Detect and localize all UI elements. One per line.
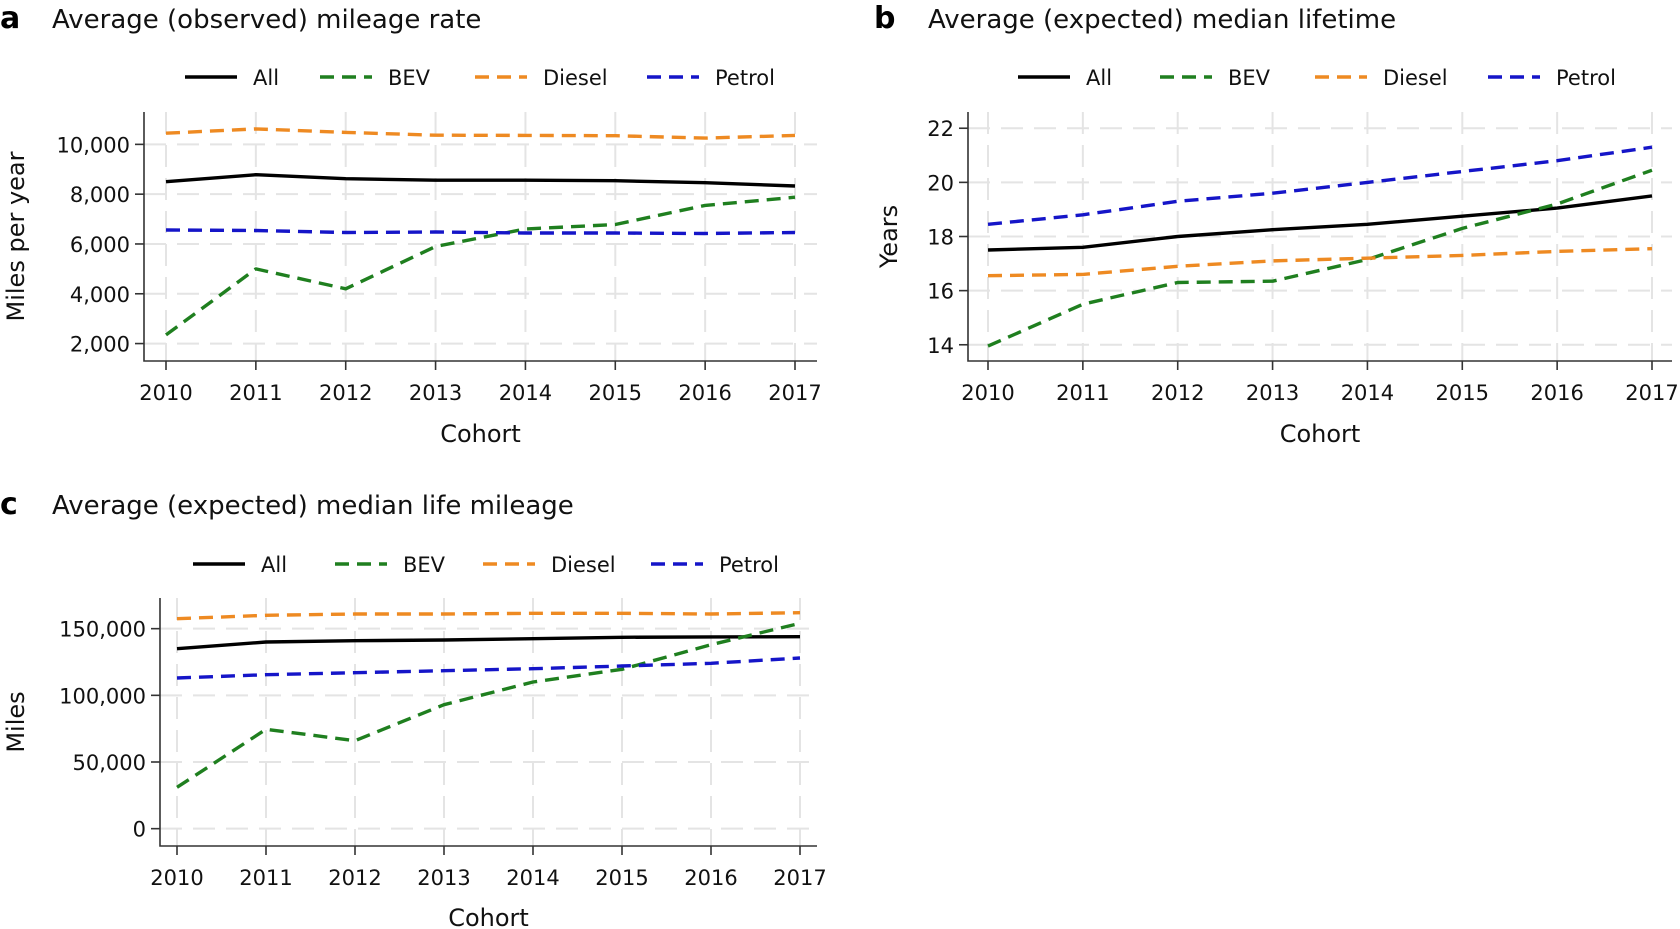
x-tick-label: 2015 <box>589 381 642 405</box>
y-tick-label: 0 <box>133 818 146 842</box>
series-line-diesel <box>165 127 796 140</box>
legend-label-bev: BEV <box>403 553 446 577</box>
series-line-bev <box>164 195 796 337</box>
y-tick-label: 4,000 <box>70 283 130 307</box>
x-tick-label: 2011 <box>239 866 292 890</box>
x-tick-label: 2010 <box>961 381 1014 405</box>
series-line-diesel <box>987 247 1653 278</box>
y-tick-label: 22 <box>927 117 954 141</box>
axis-frame <box>967 112 1672 362</box>
x-axis-label: Cohort <box>448 904 529 929</box>
series-line-petrol <box>165 228 796 236</box>
y-tick-label: 100,000 <box>59 684 146 708</box>
legend-label-petrol: Petrol <box>719 553 779 577</box>
x-tick-label: 2012 <box>328 866 381 890</box>
x-tick-label: 2015 <box>1436 381 1489 405</box>
y-tick-label: 16 <box>927 280 954 304</box>
y-tick-label: 14 <box>927 334 954 358</box>
y-tick-label: 10,000 <box>57 133 130 157</box>
x-tick-label: 2017 <box>1625 381 1678 405</box>
x-tick-label: 2013 <box>417 866 470 890</box>
y-axis-label: Miles per year <box>2 151 30 321</box>
y-tick-label: 20 <box>927 171 954 195</box>
x-tick-label: 2013 <box>1246 381 1299 405</box>
x-tick-label: 2016 <box>684 866 737 890</box>
x-tick-label: 2012 <box>319 381 372 405</box>
x-tick-label: 2017 <box>773 866 826 890</box>
y-tick-label: 18 <box>927 226 954 250</box>
y-tick-label: 8,000 <box>70 183 130 207</box>
series-line-diesel <box>176 611 801 621</box>
series-line-all <box>165 172 796 188</box>
series-line-all <box>987 194 1653 252</box>
x-tick-label: 2016 <box>678 381 731 405</box>
legend-label-bev: BEV <box>388 66 431 90</box>
legend: All BEV Diesel Petrol <box>185 66 775 90</box>
x-tick-label: 2010 <box>139 381 192 405</box>
x-tick-label: 2010 <box>150 866 203 890</box>
x-tick-label: 2014 <box>1341 381 1394 405</box>
x-axis-label: Cohort <box>440 420 521 448</box>
x-tick-label: 2015 <box>595 866 648 890</box>
panel-letter-a: a <box>0 1 20 36</box>
legend: All BEV Diesel Petrol <box>193 553 779 577</box>
legend-label-diesel: Diesel <box>1383 66 1448 90</box>
series-line-petrol <box>176 656 801 680</box>
y-tick-label: 6,000 <box>70 233 130 257</box>
legend-label-diesel: Diesel <box>551 553 616 577</box>
panel-b: b Average (expected) median lifetime 14 16 1… <box>874 1 1679 448</box>
x-tick-label: 2012 <box>1151 381 1204 405</box>
x-tick-label: 2011 <box>229 381 282 405</box>
chart-title: Average (expected) median life mileage <box>52 491 574 521</box>
gridlines <box>160 598 817 846</box>
y-axis-label: Miles <box>2 691 30 752</box>
legend-label-petrol: Petrol <box>715 66 775 90</box>
x-tick-label: 2013 <box>409 381 462 405</box>
legend-label-all: All <box>261 553 287 577</box>
series-line-petrol <box>987 145 1653 226</box>
legend-label-petrol: Petrol <box>1556 66 1616 90</box>
panel-letter-b: b <box>874 1 895 36</box>
x-tick-label: 2016 <box>1530 381 1583 405</box>
gridlines <box>144 112 817 361</box>
legend-label-diesel: Diesel <box>543 66 608 90</box>
y-tick-label: 150,000 <box>59 618 146 642</box>
panel-letter-c: c <box>0 487 18 522</box>
x-tick-label: 2014 <box>506 866 559 890</box>
x-tick-label: 2014 <box>499 381 552 405</box>
chart-title: Average (expected) median lifetime <box>928 5 1396 35</box>
axis-frame <box>159 598 817 847</box>
legend-label-bev: BEV <box>1228 66 1271 90</box>
x-tick-label: 2011 <box>1056 381 1109 405</box>
x-axis-label: Cohort <box>1280 420 1361 448</box>
chart-title: Average (observed) mileage rate <box>52 5 481 35</box>
x-tick-label: 2017 <box>768 381 821 405</box>
axis-frame <box>143 112 817 362</box>
legend: All BEV Diesel Petrol <box>1018 66 1616 90</box>
panel-c: c Average (expected) median life mileage 0… <box>0 487 827 929</box>
legend-label-all: All <box>253 66 279 90</box>
legend-label-all: All <box>1086 66 1112 90</box>
panel-a: a Average (observed) mileage rate 2,000 4,0… <box>0 1 822 448</box>
y-axis-label: Years <box>875 205 903 269</box>
gridlines <box>968 112 1672 361</box>
series-line-bev <box>987 168 1653 348</box>
y-tick-label: 2,000 <box>70 333 130 357</box>
series-line-bev <box>176 621 801 789</box>
y-tick-label: 50,000 <box>73 751 146 775</box>
series-line-all <box>176 635 801 651</box>
